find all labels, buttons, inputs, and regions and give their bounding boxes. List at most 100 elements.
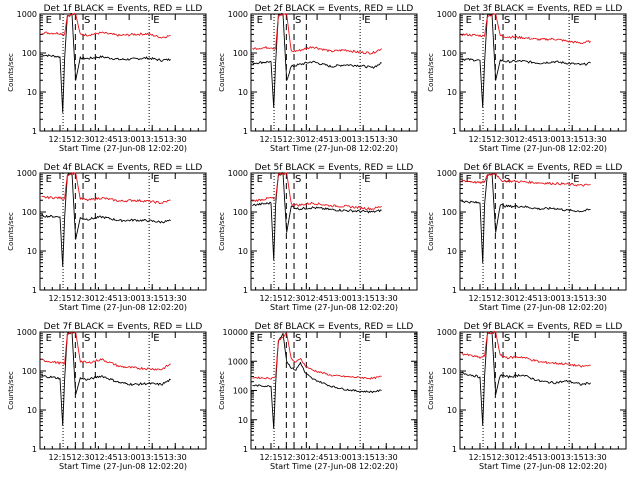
y-tick-label: 1 — [32, 127, 37, 136]
detector-panel: Det 6f BLACK = Events, RED = LLD 1 10 100 10… — [427, 163, 627, 312]
x-tick-label: 13:30 — [584, 294, 607, 303]
x-tick-label: 12:45 — [306, 294, 329, 303]
marker-label: E — [364, 333, 370, 344]
lld-series-line — [461, 13, 591, 45]
plot-frame — [39, 172, 207, 291]
y-tick-label: 1000 — [228, 169, 248, 178]
detector-panel: Det 9f BLACK = Events, RED = LLD 1 10 100 10… — [427, 322, 627, 471]
y-tick-label: 100 — [233, 387, 248, 396]
x-axis-label: Start Time (27-Jun-08 12:02:20) — [59, 462, 187, 471]
x-tick-label: 13:30 — [584, 453, 607, 462]
marker-label: E — [46, 333, 52, 344]
y-axis-label: Counts/sec — [427, 53, 435, 92]
marker-label: S — [504, 15, 510, 26]
x-tick-label: 12:45 — [306, 453, 329, 462]
y-axis-label: Counts/sec — [427, 212, 435, 251]
x-tick-label: 12:15 — [48, 135, 71, 144]
y-axis-label: Counts/sec — [427, 371, 435, 410]
lld-series-line — [41, 331, 171, 371]
x-tick-label: 13:15 — [352, 294, 375, 303]
y-tick-label: 1 — [452, 286, 457, 295]
y-tick-label: 100 — [22, 208, 37, 217]
detector-panel: Det 2f BLACK = Events, RED = LLD 1 10 100 10… — [218, 4, 418, 153]
x-tick-label: 13:00 — [538, 294, 561, 303]
y-tick-label: 10 — [447, 406, 457, 415]
x-tick-label: 13:30 — [164, 135, 187, 144]
y-tick-label: 1000 — [17, 328, 37, 337]
x-tick-label: 13:00 — [118, 453, 141, 462]
events-series-line — [461, 172, 591, 264]
y-tick-label: 10 — [27, 406, 37, 415]
marker-label: S — [295, 15, 301, 26]
x-tick-label: 12:45 — [95, 453, 118, 462]
x-axis-label: Start Time (27-Jun-08 12:02:20) — [479, 303, 607, 312]
y-tick-label: 10 — [238, 88, 248, 97]
y-axis-label: Counts/sec — [218, 371, 226, 410]
x-tick-label: 12:15 — [468, 453, 491, 462]
y-tick-label: 100 — [22, 49, 37, 58]
y-tick-label: 10 — [27, 88, 37, 97]
plot-frame — [459, 13, 627, 132]
x-tick-label: 12:15 — [259, 453, 282, 462]
lld-series-line — [461, 172, 591, 187]
y-axis-label: Counts/sec — [7, 371, 15, 410]
x-tick-label: 13:15 — [141, 135, 164, 144]
y-tick-label: 1000 — [437, 10, 457, 19]
y-tick-label: 10 — [447, 247, 457, 256]
marker-label: E — [573, 333, 579, 344]
lld-series-line — [252, 172, 382, 211]
x-tick-label: 12:45 — [95, 294, 118, 303]
marker-label: E — [153, 15, 159, 26]
x-tick-label: 12:45 — [515, 135, 538, 144]
y-tick-label: 1 — [452, 445, 457, 454]
x-tick-label: 12:15 — [48, 294, 71, 303]
marker-label: E — [466, 174, 472, 185]
plot-frame — [250, 331, 418, 450]
y-axis-label: Counts/sec — [7, 212, 15, 251]
y-tick-label: 10 — [27, 247, 37, 256]
y-axis-label: Counts/sec — [218, 212, 226, 251]
lld-series-line — [41, 12, 171, 39]
x-tick-label: 13:00 — [538, 453, 561, 462]
y-axis-label: Counts/sec — [218, 53, 226, 92]
y-tick-label: 100 — [442, 208, 457, 217]
y-tick-label: 1000 — [17, 10, 37, 19]
marker-label: E — [364, 174, 370, 185]
x-tick-label: 12:30 — [283, 453, 306, 462]
x-tick-label: 13:30 — [164, 453, 187, 462]
y-axis-label: Counts/sec — [7, 53, 15, 92]
y-tick-label: 100 — [233, 49, 248, 58]
x-axis-label: Start Time (27-Jun-08 12:02:20) — [479, 462, 607, 471]
x-tick-label: 13:00 — [329, 294, 352, 303]
plot-frame — [250, 172, 418, 291]
marker-label: E — [466, 333, 472, 344]
y-tick-label: 1000 — [17, 169, 37, 178]
marker-label: E — [573, 174, 579, 185]
y-tick-label: 1 — [243, 127, 248, 136]
detector-panel: Det 8f BLACK = Events, RED = LLD 1 10 100 10… — [218, 322, 418, 471]
panel-title: Det 3f BLACK = Events, RED = LLD — [464, 4, 623, 14]
y-tick-label: 10 — [238, 416, 248, 425]
y-tick-label: 10 — [238, 247, 248, 256]
y-tick-label: 1 — [452, 127, 457, 136]
x-tick-label: 12:45 — [515, 453, 538, 462]
y-tick-label: 1 — [243, 286, 248, 295]
lld-series-line — [252, 13, 382, 55]
y-tick-label: 1000 — [228, 357, 248, 366]
marker-label: S — [84, 333, 90, 344]
x-tick-label: 12:30 — [72, 294, 95, 303]
x-tick-label: 12:30 — [283, 294, 306, 303]
y-tick-label: 10000 — [223, 328, 248, 337]
x-tick-label: 13:30 — [584, 135, 607, 144]
x-tick-label: 13:15 — [561, 294, 584, 303]
detector-panel: Det 4f BLACK = Events, RED = LLD 1 10 100 10… — [7, 163, 207, 312]
marker-label: E — [466, 15, 472, 26]
marker-label: E — [46, 174, 52, 185]
marker-label: E — [46, 15, 52, 26]
marker-label: E — [364, 15, 370, 26]
panel-title: Det 7f BLACK = Events, RED = LLD — [44, 322, 203, 332]
events-series-line — [41, 12, 171, 113]
marker-label: S — [84, 174, 90, 185]
y-tick-label: 1000 — [437, 328, 457, 337]
